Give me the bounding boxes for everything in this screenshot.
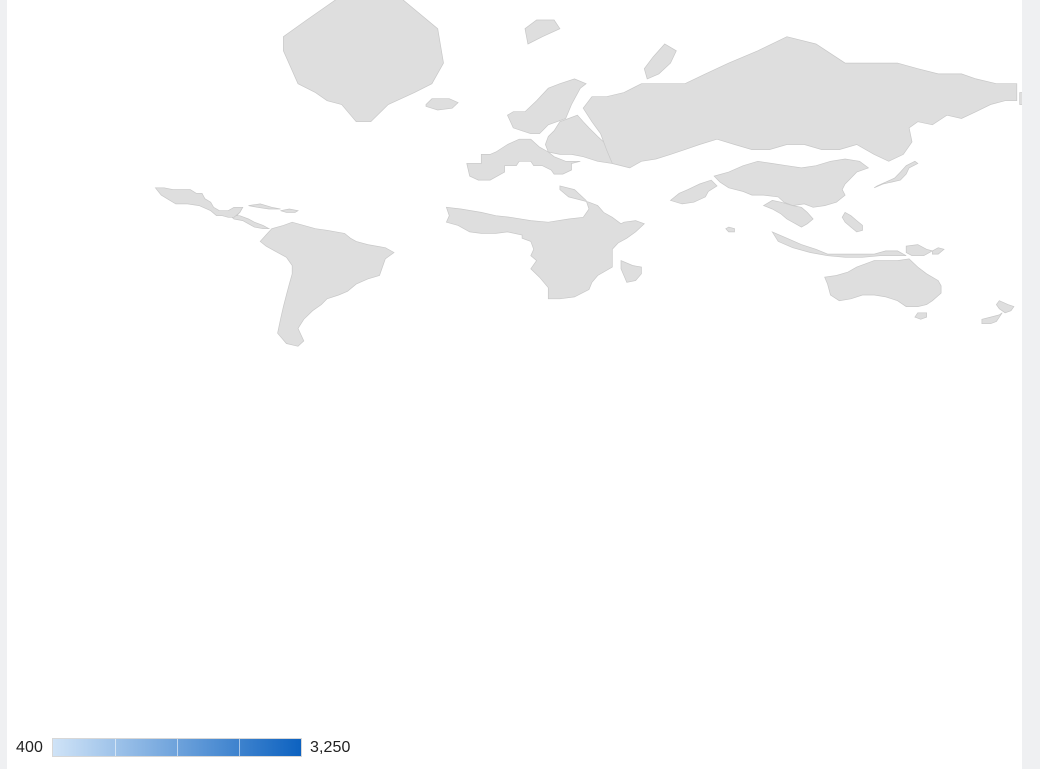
- country-new-guinea-e: [932, 248, 944, 254]
- scrollbar-track-left[interactable]: [0, 0, 7, 769]
- country-philippines: [842, 212, 862, 232]
- country-russia: [583, 37, 1017, 168]
- legend-gradient-bar: [52, 738, 302, 757]
- country-alaska-ru-tip: [1020, 93, 1022, 105]
- map-canvas[interactable]: [7, 0, 1022, 710]
- legend-tick-0: [115, 739, 116, 756]
- country-hispaniola: [281, 209, 299, 212]
- legend-min-label: 400: [16, 738, 43, 756]
- country-greenland: [283, 0, 443, 122]
- country-tasmania: [915, 313, 927, 320]
- country-svalbard: [525, 20, 560, 44]
- country-png: [906, 245, 932, 256]
- country-australia: [825, 259, 941, 307]
- color-scale-legend: 400 3,250: [7, 726, 1022, 769]
- country-mexico: [155, 188, 242, 218]
- legend-tick-1: [177, 739, 178, 756]
- country-novaya-zemlya: [644, 44, 676, 79]
- country-japan: [874, 161, 918, 188]
- country-africa: [446, 186, 644, 299]
- country-se-asia: [764, 200, 814, 227]
- country-iceland: [426, 99, 458, 110]
- country-eastern-europe: [545, 115, 612, 163]
- country-new-zealand-s: [982, 313, 1002, 324]
- country-south-america: [260, 222, 394, 346]
- scrollbar-track-right[interactable]: [1022, 0, 1040, 769]
- country-scandinavia: [508, 79, 587, 134]
- country-india-neighbors: [671, 180, 718, 204]
- legend-tick-2: [239, 739, 240, 756]
- country-indonesia: [772, 232, 906, 257]
- country-sri-lanka: [726, 227, 735, 232]
- legend-max-label: 3,250: [310, 738, 351, 756]
- no-data-countries-layer: [155, 0, 1022, 346]
- country-europe-west: [467, 139, 581, 180]
- country-new-zealand-n: [996, 301, 1014, 313]
- world-choropleth-map[interactable]: [7, 0, 1022, 710]
- country-cuba: [249, 204, 281, 209]
- country-china: [714, 159, 868, 207]
- country-madagascar: [621, 261, 641, 283]
